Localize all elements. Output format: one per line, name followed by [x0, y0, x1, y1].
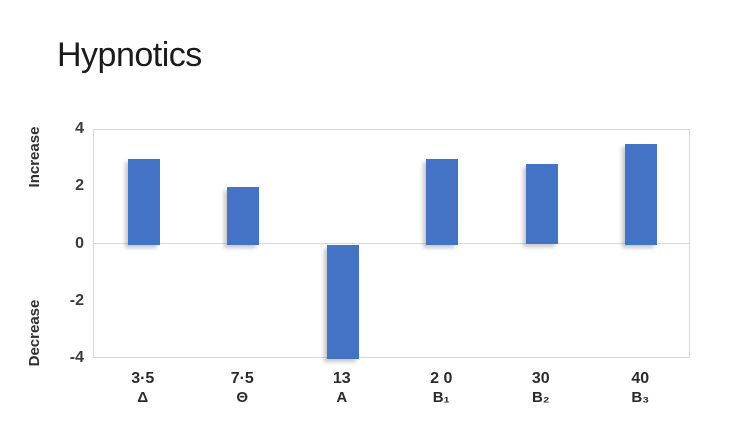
bar: [625, 144, 658, 245]
x-category-symbol: B₁: [432, 389, 450, 406]
bar: [525, 164, 558, 245]
x-category-value: 2 0: [430, 370, 453, 387]
y-axis-tick: 4: [75, 120, 84, 137]
x-category-symbol: A: [336, 389, 348, 406]
x-category-symbol: B₂: [532, 389, 550, 406]
y-axis-tick: -2: [69, 291, 84, 309]
x-category-label: 13 A: [292, 369, 392, 407]
x-category-value: 3·5: [131, 370, 155, 387]
x-category-symbol: B₃: [631, 389, 650, 406]
x-category-label: 2 0 B₁: [392, 369, 492, 407]
x-category-label: 3·5 Δ: [93, 369, 193, 407]
x-category-value: 13: [332, 370, 351, 387]
x-category-value: 30: [531, 370, 550, 387]
x-axis-labels: 3·5 Δ 7·5 Θ 13 A 2 0 B₁ 30 B₂ 40 B₃: [93, 369, 690, 407]
y-axis-tick: 2: [75, 177, 84, 195]
zero-gridline: [94, 243, 689, 244]
y-axis-tick: 0: [75, 234, 84, 252]
y-axis-label-increase: Increase: [26, 126, 43, 188]
x-category-label: 30 B₂: [491, 369, 591, 407]
bar: [227, 187, 260, 245]
x-category-symbol: Δ: [137, 389, 149, 406]
x-category-label: 40 B₃: [591, 369, 691, 407]
x-category-value: 40: [631, 370, 650, 387]
x-category-label: 7·5 Θ: [193, 369, 293, 407]
chart-title: Hypnotics: [57, 36, 202, 74]
x-category-value: 7·5: [230, 370, 254, 387]
bar: [426, 158, 459, 245]
bar: [127, 158, 160, 245]
y-axis-tick: -4: [69, 349, 84, 366]
x-category-symbol: Θ: [236, 389, 249, 406]
plot-area: [93, 129, 690, 359]
bar: [326, 244, 359, 359]
